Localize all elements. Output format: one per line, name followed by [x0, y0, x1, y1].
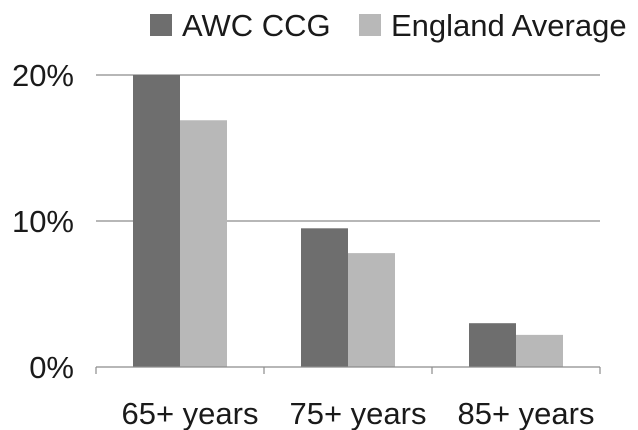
bars	[133, 75, 563, 367]
y-tick-labels: 0% 10% 20%	[12, 58, 74, 385]
bar-england-average-1	[348, 253, 395, 367]
bar-england-average-0	[180, 120, 227, 367]
y-tick-label: 0%	[29, 350, 74, 385]
legend: AWC CCG England Average	[150, 8, 627, 43]
legend-swatch	[150, 14, 172, 36]
y-tick-label: 20%	[12, 58, 74, 93]
x-tick-label: 65+ years	[121, 396, 258, 430]
x-tick-label: 75+ years	[289, 396, 426, 430]
y-tick-label: 10%	[12, 204, 74, 239]
x-tick-label: 85+ years	[457, 396, 594, 430]
x-ticks	[95, 367, 601, 374]
legend-label: England Average	[391, 8, 627, 43]
bar-england-average-2	[516, 334, 563, 367]
legend-swatch	[359, 14, 381, 36]
bar-awc-ccg-1	[301, 228, 348, 367]
x-tick-labels: 65+ years 75+ years 85+ years	[121, 396, 594, 430]
bar-awc-ccg-0	[133, 75, 180, 367]
bar-awc-ccg-2	[469, 323, 516, 367]
legend-label: AWC CCG	[182, 8, 331, 43]
